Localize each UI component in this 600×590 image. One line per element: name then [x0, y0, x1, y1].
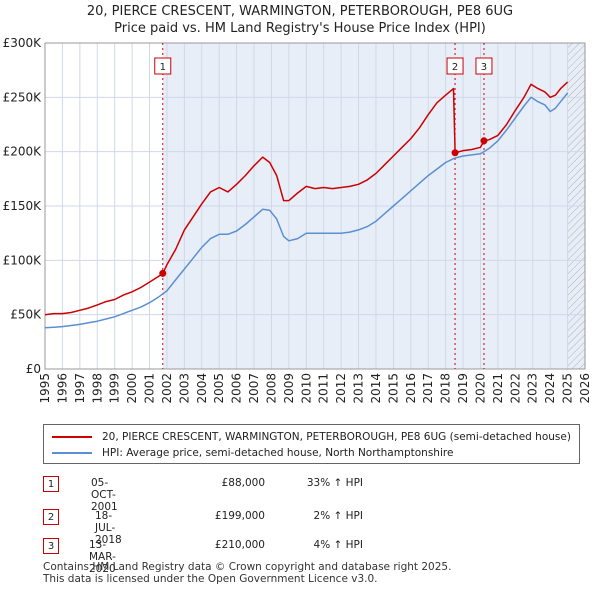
chart-title: 20, PIERCE CRESCENT, WARMINGTON, PETERBO… — [86, 4, 514, 19]
transaction-hpi-change: 33% ↑ HPI — [306, 477, 363, 489]
transaction-number: 1 — [43, 476, 59, 492]
transaction-marker-box — [446, 57, 464, 75]
x-tick-label: 2022 — [508, 373, 522, 404]
transaction-marker-box — [154, 57, 172, 75]
x-tick-label: 1996 — [55, 373, 69, 404]
transaction-number: 2 — [43, 509, 59, 525]
x-tick-label: 2020 — [473, 373, 487, 404]
x-tick-label: 2011 — [317, 373, 331, 404]
x-tick-label: 2007 — [247, 373, 261, 404]
transaction-point — [451, 149, 459, 157]
x-tick-label: 2004 — [195, 373, 209, 404]
x-tick-label: 1998 — [90, 373, 104, 404]
transaction-marker-label: 3 — [481, 62, 487, 73]
x-tick-label: 1995 — [38, 373, 52, 404]
y-tick-label: £200K — [3, 145, 43, 159]
price-chart: £0 £50K £100K £150K £200K £250K £300K 1995 1996 1… — [3, 36, 592, 404]
legend-label-property: 20, PIERCE CRESCENT, WARMINGTON, PETERBO… — [102, 431, 571, 443]
x-tick-label: 2013 — [352, 373, 366, 404]
x-tick-label: 2016 — [404, 373, 418, 404]
hpi-line — [44, 92, 569, 329]
transaction-date: 18-JUL-2018 — [95, 510, 122, 546]
x-tick-label: 1999 — [108, 373, 122, 404]
x-tick-label: 1997 — [73, 373, 87, 404]
y-tick-label: £50K — [10, 308, 42, 322]
transaction-point — [159, 269, 167, 277]
x-tick-label: 2023 — [526, 373, 540, 404]
x-tick-label: 2026 — [578, 373, 592, 404]
chart-legend: 20, PIERCE CRESCENT, WARMINGTON, PETERBO… — [43, 424, 580, 464]
property-price-line — [44, 81, 569, 316]
x-tick-label: 2010 — [299, 373, 313, 404]
chart-subtitle: Price paid vs. HM Land Registry's House … — [114, 21, 486, 36]
plot-border — [44, 42, 586, 370]
transaction-point — [480, 137, 488, 145]
transaction-price: £88,000 — [221, 477, 265, 489]
transaction-marker-label: 1 — [160, 62, 166, 73]
transaction-marker-label: 2 — [452, 62, 458, 73]
footer-licence: This data is licensed under the Open Gov… — [43, 573, 378, 585]
legend-swatch-hpi — [52, 452, 92, 454]
x-tick-label: 2024 — [543, 373, 557, 404]
legend-label-hpi: HPI: Average price, semi-detached house,… — [102, 447, 454, 459]
transaction-hpi-change: 2% ↑ HPI — [313, 510, 363, 522]
x-tick-label: 2019 — [456, 373, 470, 404]
x-tick-label: 2001 — [143, 373, 157, 404]
transaction-hpi-change: 4% ↑ HPI — [313, 539, 363, 551]
transaction-price: £199,000 — [214, 510, 265, 522]
y-tick-label: £300K — [3, 36, 43, 50]
transaction-date: 13-MAR-2020 — [89, 539, 116, 575]
x-tick-label: 2015 — [386, 373, 400, 404]
x-tick-label: 2018 — [439, 373, 453, 404]
legend-item-hpi: HPI: Average price, semi-detached house,… — [52, 445, 453, 461]
x-tick-label: 2005 — [212, 373, 226, 404]
transaction-number: 3 — [43, 538, 59, 554]
legend-swatch-property — [52, 436, 92, 438]
x-tick-label: 2008 — [264, 373, 278, 404]
x-tick-label: 2025 — [561, 373, 575, 404]
x-tick-label: 2003 — [177, 373, 191, 404]
x-tick-label: 2002 — [160, 373, 174, 404]
x-tick-label: 2017 — [421, 373, 435, 404]
x-tick-label: 2009 — [282, 373, 296, 404]
x-tick-label: 2012 — [334, 373, 348, 404]
transaction-date: 05-OCT-2001 — [91, 477, 118, 513]
x-tick-label: 2006 — [230, 373, 244, 404]
x-tick-label: 2021 — [491, 373, 505, 404]
transaction-price: £210,000 — [214, 539, 265, 551]
transaction-marker-box — [475, 57, 493, 75]
y-tick-label: £150K — [3, 199, 43, 213]
y-tick-label: £0 — [26, 362, 41, 376]
y-tick-label: £100K — [3, 253, 43, 267]
footer-copyright: Contains HM Land Registry data © Crown c… — [43, 561, 452, 573]
y-tick-label: £250K — [3, 90, 43, 104]
x-tick-label: 2014 — [369, 373, 383, 404]
legend-item-property: 20, PIERCE CRESCENT, WARMINGTON, PETERBO… — [52, 429, 571, 445]
x-tick-label: 2000 — [125, 373, 139, 404]
